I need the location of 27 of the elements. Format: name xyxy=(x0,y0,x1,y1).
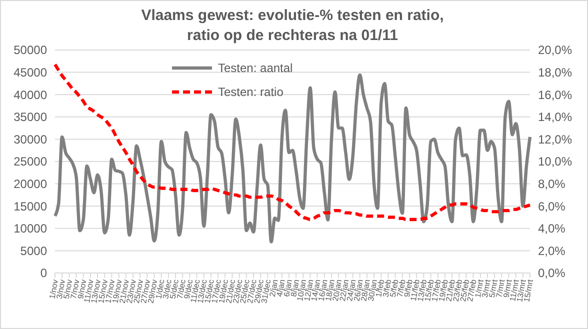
y-tick-label: 20000 xyxy=(14,177,48,191)
y-tick-label: 10000 xyxy=(14,222,48,236)
y2-tick-label: 2,0% xyxy=(538,244,566,258)
chart-title: Vlaams gewest: evolutie-% testen en ratio, ratio op de rechteras na 01/11 xyxy=(141,7,444,44)
y-tick-label: 30000 xyxy=(14,132,48,146)
y2-tick-label: 20,0% xyxy=(538,43,572,58)
y2-tick-label: 0,0% xyxy=(538,266,566,280)
y2-tick-label: 14,0% xyxy=(538,110,572,124)
y2-tick-label: 6,0% xyxy=(538,199,566,214)
legend-label: Testen: aantal xyxy=(218,61,293,76)
y2-tick-label: 10,0% xyxy=(538,154,572,169)
y-tick-label: 15000 xyxy=(14,199,48,214)
y2-tick-label: 8,0% xyxy=(538,177,566,191)
y2-tick-label: 4,0% xyxy=(538,222,566,236)
y-tick-label: 35000 xyxy=(14,110,48,124)
y-tick-label: 40000 xyxy=(14,88,48,102)
line-series xyxy=(53,73,532,244)
y-tick-label: 25000 xyxy=(14,154,48,169)
y-tick-label: 45000 xyxy=(14,66,48,80)
y2-tick-label: 12,0% xyxy=(538,132,572,146)
y-tick-label: 0 xyxy=(40,266,48,280)
line-series xyxy=(53,62,532,222)
y-tick-label: 50000 xyxy=(14,43,48,58)
y2-tick-label: 16,0% xyxy=(538,88,572,102)
legend-label: Testen: ratio xyxy=(218,85,284,100)
y2-tick-label: 18,0% xyxy=(538,66,572,80)
y-tick-label: 5000 xyxy=(20,244,48,258)
